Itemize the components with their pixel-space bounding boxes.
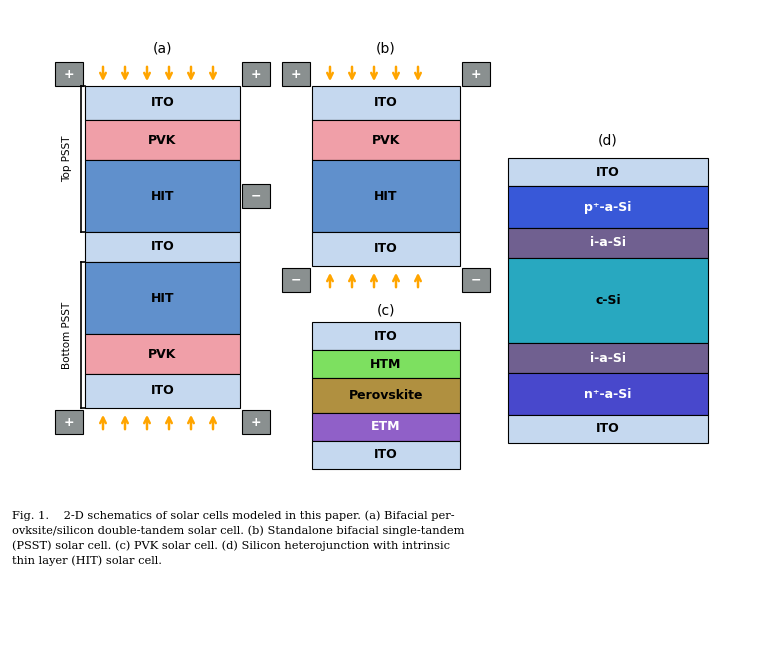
Bar: [85, 160, 240, 232]
Text: ITO: ITO: [151, 240, 174, 254]
Text: ITO: ITO: [596, 166, 620, 178]
Text: −: −: [471, 274, 481, 287]
Text: i-a-Si: i-a-Si: [590, 236, 626, 250]
Bar: [508, 228, 708, 258]
Text: PVK: PVK: [372, 134, 400, 146]
Bar: [85, 232, 240, 262]
Text: ovksite/silicon double-tandem solar cell. (b) Standalone bifacial single-tandem: ovksite/silicon double-tandem solar cell…: [12, 525, 465, 535]
Text: +: +: [251, 68, 262, 81]
Text: Perovskite: Perovskite: [349, 389, 423, 402]
Bar: [508, 415, 708, 443]
Text: ITO: ITO: [374, 242, 398, 256]
Text: ITO: ITO: [374, 448, 398, 462]
Bar: [312, 232, 460, 266]
Bar: [508, 343, 708, 373]
Bar: [312, 378, 460, 413]
Bar: [242, 62, 270, 86]
Bar: [85, 120, 240, 160]
Text: ITO: ITO: [151, 97, 174, 109]
Bar: [282, 62, 310, 86]
Text: HTM: HTM: [370, 358, 401, 370]
Bar: [55, 62, 83, 86]
Text: ITO: ITO: [374, 97, 398, 109]
Text: i-a-Si: i-a-Si: [590, 352, 626, 364]
Bar: [85, 374, 240, 408]
Text: ETM: ETM: [371, 421, 401, 433]
Text: ITO: ITO: [596, 423, 620, 435]
Text: (d): (d): [598, 133, 618, 147]
Text: Fig. 1.    2-D schematics of solar cells modeled in this paper. (a) Bifacial per: Fig. 1. 2-D schematics of solar cells mo…: [12, 510, 455, 521]
Text: HIT: HIT: [151, 189, 174, 203]
Bar: [55, 410, 83, 434]
Text: ITO: ITO: [151, 384, 174, 397]
Text: p⁺-a-Si: p⁺-a-Si: [584, 201, 632, 213]
Text: Top PSST: Top PSST: [62, 136, 72, 183]
Text: thin layer (HIT) solar cell.: thin layer (HIT) solar cell.: [12, 555, 162, 566]
Bar: [312, 86, 460, 120]
Bar: [85, 262, 240, 334]
Text: HIT: HIT: [151, 291, 174, 305]
Bar: [508, 158, 708, 186]
Bar: [242, 410, 270, 434]
Text: −: −: [251, 189, 262, 203]
Bar: [312, 350, 460, 378]
Text: (PSST) solar cell. (c) PVK solar cell. (d) Silicon heterojunction with intrinsic: (PSST) solar cell. (c) PVK solar cell. (…: [12, 540, 450, 551]
Bar: [312, 322, 460, 350]
Bar: [462, 268, 490, 292]
Bar: [312, 120, 460, 160]
Text: −: −: [291, 274, 301, 287]
Text: +: +: [471, 68, 481, 81]
Text: +: +: [64, 415, 74, 429]
Text: PVK: PVK: [148, 134, 177, 146]
Bar: [85, 334, 240, 374]
Bar: [508, 186, 708, 228]
Text: (a): (a): [153, 41, 173, 55]
Bar: [508, 258, 708, 343]
Bar: [282, 268, 310, 292]
Text: HIT: HIT: [374, 189, 398, 203]
Text: ITO: ITO: [374, 329, 398, 342]
Text: +: +: [291, 68, 301, 81]
Bar: [312, 160, 460, 232]
Text: Bottom PSST: Bottom PSST: [62, 301, 72, 368]
Bar: [85, 86, 240, 120]
Bar: [462, 62, 490, 86]
Text: (b): (b): [376, 41, 396, 55]
Text: +: +: [64, 68, 74, 81]
Text: +: +: [251, 415, 262, 429]
Bar: [312, 413, 460, 441]
Bar: [508, 373, 708, 415]
Bar: [242, 184, 270, 208]
Text: (c): (c): [376, 303, 395, 317]
Bar: [312, 441, 460, 469]
Text: PVK: PVK: [148, 348, 177, 360]
Text: n⁺-a-Si: n⁺-a-Si: [584, 387, 632, 401]
Text: c-Si: c-Si: [595, 294, 621, 307]
